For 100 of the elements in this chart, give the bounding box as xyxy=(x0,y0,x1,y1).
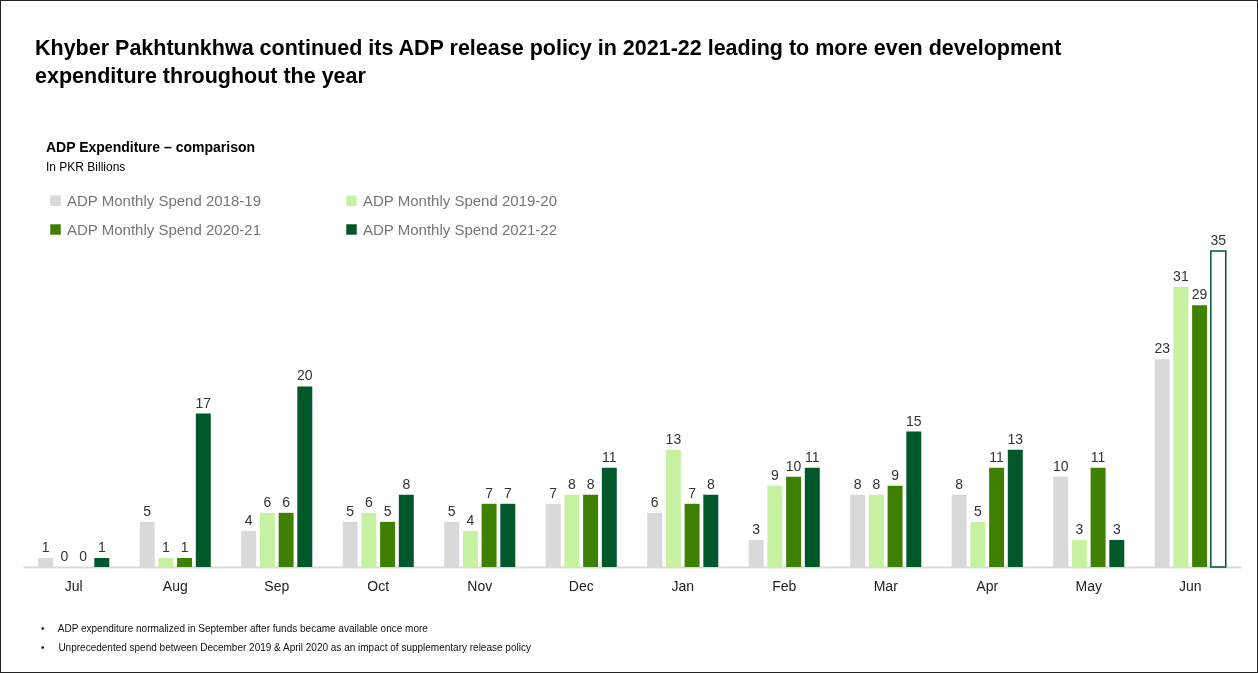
data-label: 8 xyxy=(955,475,964,492)
x-tick-label: Oct xyxy=(367,577,390,594)
x-tick-label: Dec xyxy=(568,577,594,594)
bar xyxy=(906,431,922,567)
data-label: 3 xyxy=(1075,520,1084,537)
bar xyxy=(583,494,599,567)
chart-title: Khyber Pakhtunkhwa continued its ADP release policy in 2021-22 leading to more even development expenditure throughout the year xyxy=(35,35,1063,90)
data-label: 6 xyxy=(365,493,373,510)
data-label: 5 xyxy=(383,502,392,519)
data-label: 8 xyxy=(568,475,576,492)
bar xyxy=(158,557,174,567)
bar xyxy=(684,503,700,567)
data-label: 8 xyxy=(872,475,881,492)
x-tick-label: Jul xyxy=(64,577,83,594)
bar xyxy=(601,467,617,567)
bar xyxy=(1210,250,1227,568)
data-label: 5 xyxy=(346,502,355,519)
text: • Unprecedented spend between December 2019 & April 2020 as an impact of supplementary release policy xyxy=(41,642,531,653)
data-label: 4 xyxy=(466,511,475,528)
bar xyxy=(1173,287,1189,567)
data-label: 8 xyxy=(586,475,595,492)
data-label: 35 xyxy=(1210,232,1227,248)
legend-label: ADP Monthly Spend 2021-22 xyxy=(363,220,558,238)
bar xyxy=(481,503,497,567)
data-label: 1 xyxy=(41,538,50,555)
x-tick-label: Jun xyxy=(1178,577,1202,594)
data-label: 4 xyxy=(244,511,253,528)
text: • ADP expenditure normalized in September after funds became available once more xyxy=(41,623,429,634)
data-label: 5 xyxy=(143,502,152,519)
data-label: 13 xyxy=(665,430,682,447)
bar xyxy=(970,521,986,567)
bar xyxy=(94,557,110,567)
bar xyxy=(177,557,193,567)
x-tick-label: May xyxy=(1075,577,1102,594)
bar xyxy=(786,476,802,567)
data-label: 11 xyxy=(602,448,617,465)
data-label: 11 xyxy=(1090,448,1106,465)
data-label: 7 xyxy=(688,484,697,501)
bar xyxy=(361,512,377,567)
x-tick-label: Jan xyxy=(671,577,695,594)
bar xyxy=(1192,305,1208,567)
legend-label: ADP Monthly Spend 2019-20 xyxy=(363,191,558,209)
data-label: 23 xyxy=(1154,340,1171,357)
bar xyxy=(804,467,820,567)
data-label: 29 xyxy=(1191,286,1208,303)
data-label: 10 xyxy=(1052,457,1069,474)
bar xyxy=(1109,539,1125,567)
x-tick-label: Nov xyxy=(467,577,493,594)
bar xyxy=(703,494,719,567)
bar xyxy=(462,530,478,567)
data-label: 3 xyxy=(752,520,761,537)
bar xyxy=(1071,539,1087,567)
text: In PKR Billions xyxy=(46,160,126,174)
bar xyxy=(195,413,211,567)
data-label: 8 xyxy=(402,475,411,492)
data-label: 15 xyxy=(906,412,922,429)
data-label: 11 xyxy=(805,448,820,465)
data-label: 3 xyxy=(1112,520,1121,537)
bar xyxy=(398,494,414,567)
bar xyxy=(887,485,903,567)
bar xyxy=(380,521,396,567)
x-tick-label: Sep xyxy=(264,577,290,594)
data-label: 7 xyxy=(549,484,558,501)
x-tick-label: Aug xyxy=(162,577,188,594)
data-label: 8 xyxy=(853,475,862,492)
bar xyxy=(500,503,516,567)
bar xyxy=(259,512,275,567)
data-label: 7 xyxy=(485,484,494,501)
data-label: 1 xyxy=(162,538,170,555)
bar xyxy=(989,467,1005,567)
data-label: 17 xyxy=(195,394,212,411)
bar xyxy=(665,449,681,567)
bar xyxy=(1090,467,1106,567)
data-label: 9 xyxy=(771,466,779,483)
data-label: 7 xyxy=(503,484,512,501)
data-label: 5 xyxy=(447,502,456,519)
data-label: 0 xyxy=(79,548,88,564)
data-label: 13 xyxy=(1007,430,1024,447)
chart-subtitle: ADP Expenditure – comparison xyxy=(46,139,256,155)
bar xyxy=(564,494,580,567)
bar xyxy=(297,386,313,567)
bar xyxy=(278,512,294,567)
bar xyxy=(767,485,783,567)
data-label: 1 xyxy=(97,538,106,555)
bar xyxy=(1007,449,1023,567)
data-label: 1 xyxy=(180,538,189,555)
x-tick-label: Feb xyxy=(772,577,797,594)
data-label: 6 xyxy=(282,493,291,510)
data-label: 8 xyxy=(706,475,715,492)
legend-label: ADP Monthly Spend 2020-21 xyxy=(67,220,262,238)
x-tick-label: Mar xyxy=(873,577,899,594)
data-label: 0 xyxy=(60,548,69,564)
data-label: 9 xyxy=(891,466,900,483)
data-label: 6 xyxy=(263,493,272,510)
data-label: 10 xyxy=(785,457,802,474)
data-label: 20 xyxy=(297,367,313,384)
data-label: 31 xyxy=(1173,268,1189,285)
data-label: 5 xyxy=(974,502,982,519)
x-tick-label: Apr xyxy=(976,577,999,594)
data-label: 11 xyxy=(989,448,1005,465)
